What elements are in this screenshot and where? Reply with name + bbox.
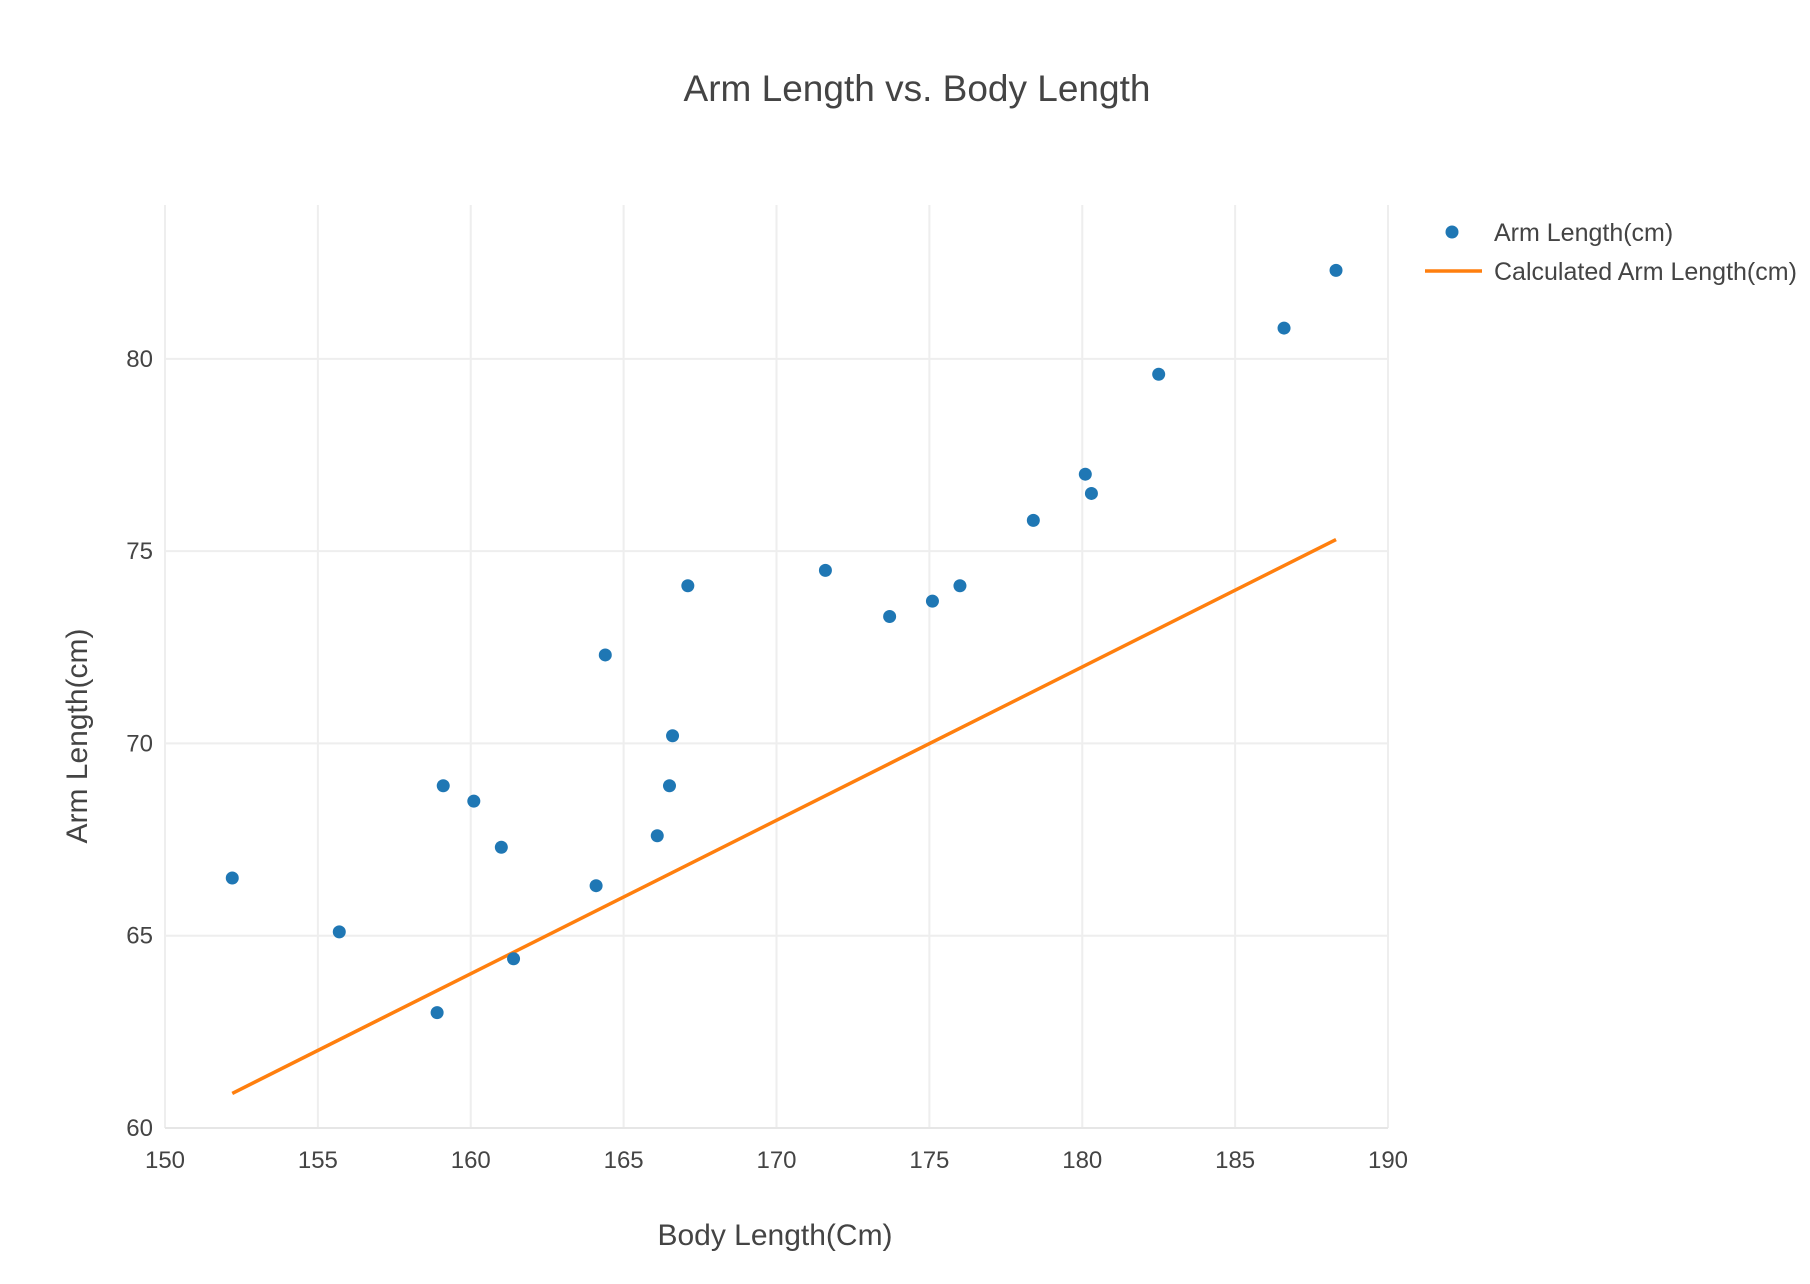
data-point	[1329, 263, 1343, 277]
data-point	[225, 871, 239, 885]
y-tick-label: 60	[126, 1115, 153, 1142]
y-tick-label: 75	[126, 538, 153, 565]
data-point	[1084, 486, 1098, 500]
x-tick-label: 165	[604, 1147, 644, 1174]
data-point	[467, 794, 481, 808]
data-point	[507, 952, 521, 966]
legend-label: Calculated Arm Length(cm)	[1494, 258, 1797, 286]
series-layer	[225, 263, 1343, 1095]
x-tick-label: 170	[756, 1147, 796, 1174]
chart-title: Arm Length vs. Body Length	[684, 68, 1151, 109]
data-point	[430, 1006, 444, 1020]
data-point	[681, 579, 695, 593]
data-point	[883, 610, 897, 624]
legend-marker-icon	[1445, 225, 1459, 239]
y-tick-label: 70	[126, 730, 153, 757]
data-point	[589, 879, 603, 893]
x-tick-label: 155	[298, 1147, 338, 1174]
axes	[164, 205, 1388, 1129]
x-tick-label: 185	[1215, 1147, 1255, 1174]
legend[interactable]: Arm Length(cm) Calculated Arm Length(cm)	[1425, 219, 1797, 286]
data-point	[494, 840, 508, 854]
gridlines	[165, 205, 1389, 1128]
data-point	[332, 925, 346, 939]
x-tick-label: 190	[1368, 1147, 1408, 1174]
data-point	[650, 829, 664, 843]
y-tick-label: 80	[126, 346, 153, 373]
x-tick-label: 180	[1062, 1147, 1102, 1174]
data-point	[818, 563, 832, 577]
data-point	[1078, 467, 1092, 481]
legend-item[interactable]: Calculated Arm Length(cm)	[1425, 258, 1797, 286]
data-point	[1152, 367, 1166, 381]
x-axis-title: Body Length(Cm)	[657, 1219, 892, 1252]
tick-labels: 150 155 160 165 170 175 180 185 190 60 65 70 75 80	[126, 346, 1408, 1174]
data-point	[666, 729, 680, 743]
data-point	[1277, 321, 1291, 335]
data-point	[1026, 513, 1040, 527]
data-point	[598, 648, 612, 662]
data-point	[436, 779, 450, 793]
data-point	[662, 779, 676, 793]
x-tick-label: 150	[145, 1147, 185, 1174]
x-tick-label: 160	[451, 1147, 491, 1174]
fit-line	[231, 538, 1337, 1095]
legend-item[interactable]: Arm Length(cm)	[1445, 219, 1674, 247]
y-tick-label: 65	[126, 923, 153, 950]
data-point	[925, 594, 939, 608]
data-point	[953, 579, 967, 593]
legend-label: Arm Length(cm)	[1494, 219, 1673, 247]
y-axis-title: Arm Length(cm)	[61, 628, 94, 843]
x-tick-label: 175	[909, 1147, 949, 1174]
